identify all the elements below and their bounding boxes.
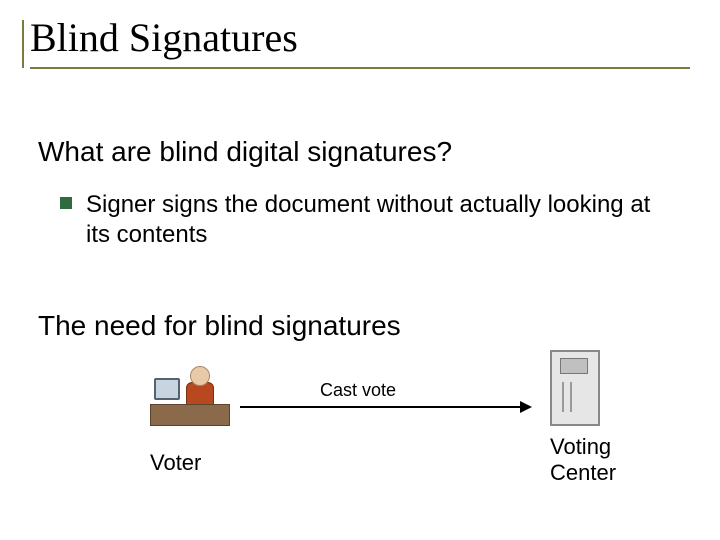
body-block: Signer signs the document without actual… <box>60 190 660 250</box>
arrow-icon <box>240 406 530 408</box>
title-tick-decoration <box>22 20 24 68</box>
center-label-line1: Voting <box>550 434 611 459</box>
title-block: Blind Signatures <box>30 14 690 69</box>
head-icon <box>190 366 210 386</box>
voter-label: Voter <box>150 450 201 476</box>
slide: Blind Signatures What are blind digital … <box>0 0 720 540</box>
monitor-icon <box>154 378 180 400</box>
voting-center-label: Voting Center <box>550 434 650 487</box>
voter-icon <box>150 360 230 430</box>
desk-icon <box>150 404 230 426</box>
bullet-row: Signer signs the document without actual… <box>60 190 660 250</box>
server-icon <box>550 350 600 426</box>
subheading-what: What are blind digital signatures? <box>38 136 452 168</box>
bullet-square-icon <box>60 197 72 209</box>
title-underline <box>30 67 690 69</box>
subheading-need: The need for blind signatures <box>38 310 401 342</box>
cast-vote-label: Cast vote <box>320 380 396 401</box>
slide-title: Blind Signatures <box>30 14 690 67</box>
body-text: Signer signs the document without actual… <box>86 190 660 250</box>
center-label-line2: Center <box>550 460 616 485</box>
diagram: Voter Cast vote Voting Center <box>120 360 660 500</box>
